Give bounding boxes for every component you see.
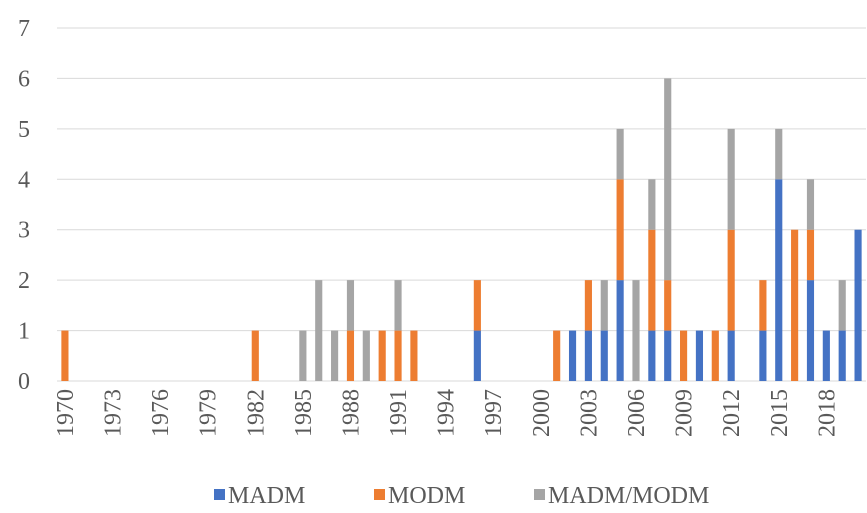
y-tick-label: 3: [18, 218, 30, 244]
x-tick-label: 2006: [624, 389, 650, 437]
x-tick-label: 1991: [386, 389, 412, 437]
x-tick-label: 1976: [148, 389, 174, 437]
bar-segment: [775, 179, 783, 381]
x-tick-label: 1973: [101, 389, 127, 437]
bar-segment: [838, 280, 846, 331]
bar-segment: [394, 280, 402, 331]
bar-segment: [315, 280, 323, 381]
bar-segment: [806, 280, 815, 381]
legend-label: MODM: [388, 483, 465, 509]
bar-segment: [664, 330, 672, 381]
legend-swatch: [214, 489, 225, 500]
bar-segment: [775, 128, 783, 180]
bar-segment: [806, 179, 815, 230]
bar-segment: [616, 179, 624, 281]
bar-segment: [553, 330, 561, 381]
bar-segment: [664, 280, 672, 331]
x-tick-label: 1979: [196, 389, 222, 437]
y-tick-label: 2: [18, 268, 30, 294]
bar-segment: [727, 229, 735, 331]
x-tick-label: 2018: [814, 389, 840, 437]
y-tick-label: 5: [18, 117, 30, 143]
bar-segment: [584, 330, 592, 381]
bar-segment: [331, 330, 339, 381]
bar-segment: [680, 330, 688, 381]
x-tick-label: 1997: [481, 389, 507, 437]
x-tick-label: 1985: [291, 389, 317, 437]
bar-segment: [854, 229, 862, 381]
bar-segment: [727, 330, 735, 381]
bar-segment: [759, 280, 767, 331]
bar-segment: [648, 229, 656, 331]
bar-segment: [616, 280, 624, 381]
legend-label: MADM: [228, 483, 305, 509]
y-tick-label: 7: [18, 16, 30, 42]
x-tick-label: 2000: [529, 389, 555, 437]
bar-segment: [791, 229, 799, 381]
bar-segment: [568, 330, 577, 381]
bar-segment: [664, 78, 672, 281]
bar-segment: [473, 280, 481, 331]
bar-segment: [346, 330, 355, 381]
bar-segment: [822, 330, 830, 381]
bar-segment: [584, 280, 592, 331]
bar-segment: [648, 179, 656, 230]
bar-segment: [838, 330, 846, 381]
bar-segment: [410, 330, 418, 381]
legend-label: MADM/MODM: [548, 483, 709, 509]
bar-segment: [362, 330, 370, 381]
bar-segment: [378, 330, 386, 381]
x-tick-label: 2009: [672, 389, 698, 437]
bar-segment: [806, 229, 815, 281]
bar-segment: [600, 330, 608, 381]
bar-segment: [473, 330, 481, 381]
bar-segment: [299, 330, 307, 381]
legend-swatch: [374, 489, 385, 500]
bar-segment: [648, 330, 656, 381]
bar-segment: [711, 330, 719, 381]
bar-segment: [616, 128, 624, 180]
x-tick-label: 2003: [576, 389, 602, 437]
bar-segment: [600, 280, 608, 331]
y-tick-label: 1: [18, 319, 30, 345]
y-tick-label: 0: [18, 369, 30, 395]
x-tick-label: 1988: [338, 389, 364, 437]
y-tick-label: 4: [18, 167, 30, 193]
x-tick-label: 1994: [434, 389, 460, 437]
bar-segment: [759, 330, 767, 381]
bar-segment: [632, 280, 640, 381]
legend-swatch: [534, 489, 545, 500]
bar-segment: [61, 330, 69, 381]
x-tick-label: 1970: [53, 389, 79, 437]
bar-segment: [727, 128, 735, 230]
bar-segment: [346, 280, 355, 331]
x-tick-label: 1982: [243, 389, 269, 437]
bar-segment: [251, 330, 259, 381]
bar-segment: [695, 330, 704, 381]
x-tick-label: 2015: [767, 389, 793, 437]
x-tick-label: 2012: [719, 389, 745, 437]
bar-segment: [394, 330, 402, 381]
y-tick-label: 6: [18, 66, 30, 92]
